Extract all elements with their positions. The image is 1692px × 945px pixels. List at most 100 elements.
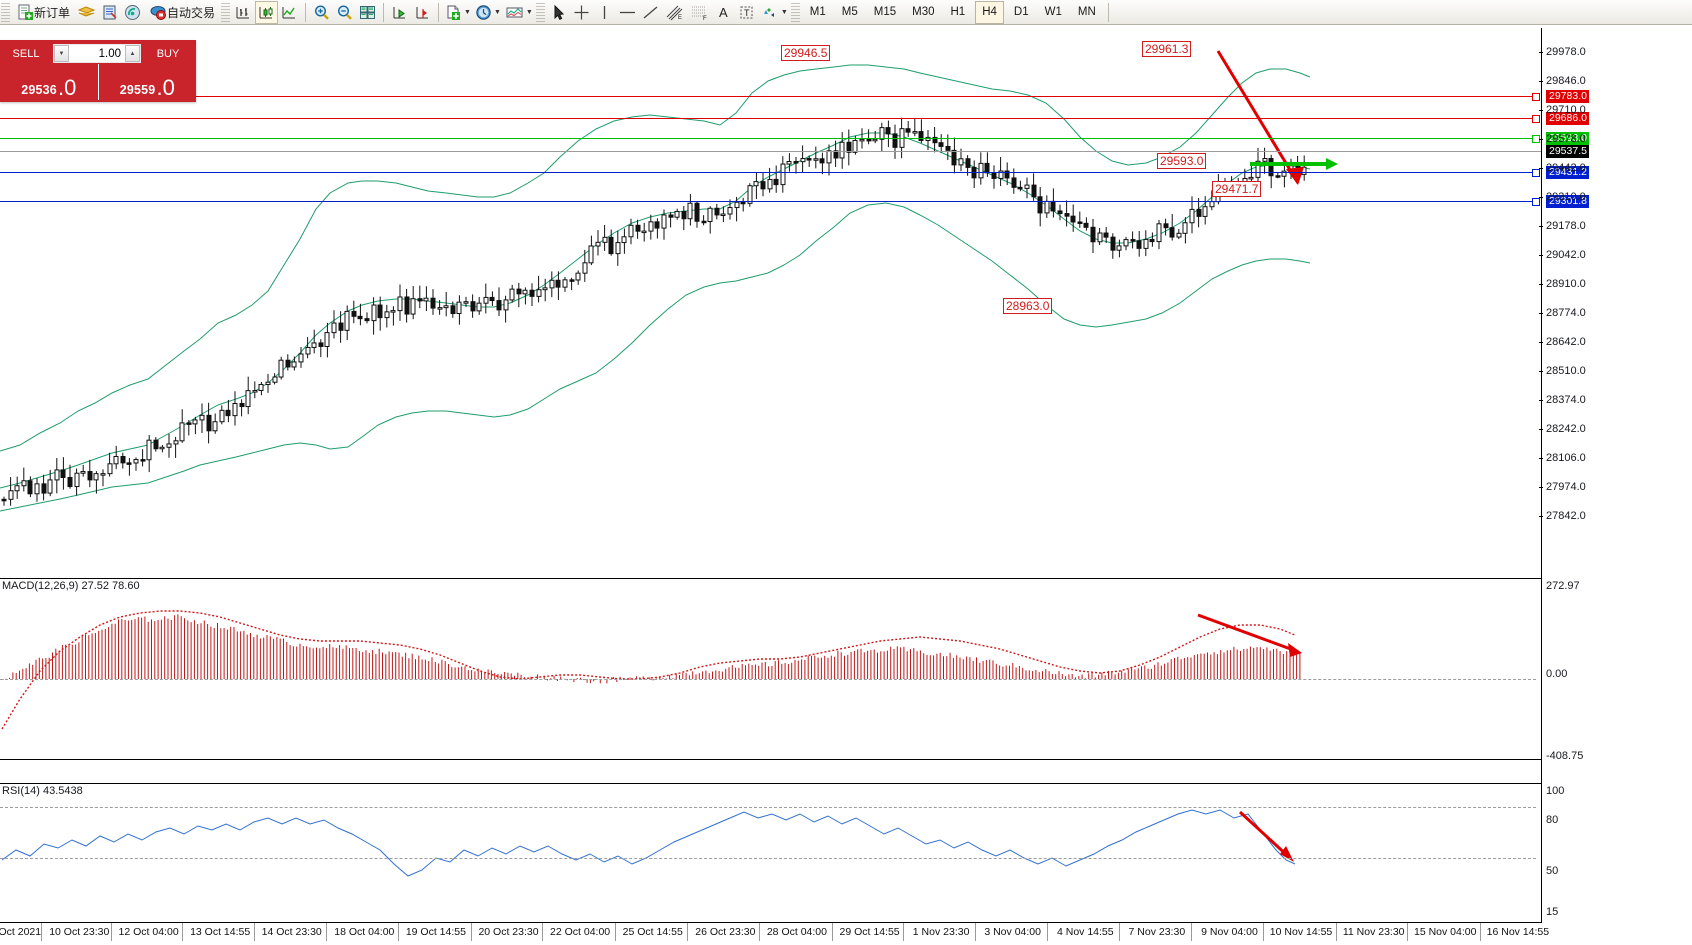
price-level-handle-29301[interactable] (1532, 198, 1540, 206)
time-axis[interactable]: Oct 2021 10 Oct 23:30 12 Oct 04:00 13 Oct 1… (0, 923, 1549, 945)
zoom-in-icon[interactable] (310, 1, 333, 24)
buy-button[interactable]: BUY (144, 44, 192, 63)
label-icon[interactable]: T (735, 1, 758, 24)
zoom-out-icon[interactable] (333, 1, 356, 24)
volume-decrement-button[interactable]: ▼ (54, 45, 69, 62)
price-scale-label: 29178.0 (1546, 220, 1586, 232)
annotation-29961[interactable]: 29961.3 (1142, 41, 1192, 57)
price-tick (1539, 516, 1543, 517)
indicators-dropdown-icon[interactable]: ▼ (464, 8, 471, 16)
timeframe-h4[interactable]: H4 (973, 0, 1006, 24)
toolbar-grip-3[interactable] (535, 2, 545, 22)
timeframe-m15[interactable]: M15 (866, 1, 904, 24)
time-tick (1479, 923, 1481, 941)
data-window-button[interactable] (75, 1, 98, 24)
time-axis-label: 25 Oct 14:55 (622, 926, 683, 938)
indicators-icon[interactable]: ▼ (443, 1, 473, 24)
time-tick (1047, 923, 1049, 941)
price-tag-29431[interactable]: 29431.2 (1546, 166, 1589, 179)
one-click-trading-panel[interactable]: SELL ▼ 1.00 ▲ BUY 29536 .0 29559 .0 (0, 40, 196, 102)
toolbar-grip-4[interactable] (790, 2, 800, 22)
price-tag-29301[interactable]: 29301.8 (1546, 195, 1589, 208)
cursor-icon[interactable] (547, 1, 570, 24)
timeframe-h1[interactable]: H1 (943, 1, 974, 24)
macd-pane[interactable]: MACD(12,26,9) 27.52 78.60 (0, 578, 1541, 760)
bar-chart-icon[interactable] (232, 1, 255, 24)
chart-shift-icon[interactable] (411, 1, 434, 24)
buy-price[interactable]: 29559 .0 (97, 64, 197, 100)
macd-scale-label: -408.75 (1546, 750, 1584, 762)
timeframe-mn[interactable]: MN (1070, 1, 1104, 24)
chart-area[interactable]: JPN225-,H4 29540.0 29550.0 29477.5 29537… (0, 28, 1692, 945)
vline-icon[interactable] (593, 1, 616, 24)
time-axis-label: 3 Nov 04:00 (984, 926, 1041, 938)
text-icon[interactable]: A (719, 4, 728, 20)
fibo-icon[interactable]: F (687, 1, 712, 24)
signal-button[interactable] (121, 1, 144, 24)
chart-tile-icon[interactable] (356, 1, 379, 24)
rsi-pane[interactable]: RSI(14) 43.5438 (0, 783, 1541, 923)
price-level-handle-29686[interactable] (1532, 115, 1540, 123)
timeframe-m5[interactable]: M5 (834, 1, 866, 24)
timeframe-d1-label: D1 (1013, 5, 1029, 18)
new-order-button[interactable]: 新订单 (12, 1, 75, 24)
toolbar-grip-2[interactable] (221, 2, 231, 22)
line-chart-icon[interactable] (278, 1, 301, 24)
price-level-line-29301[interactable] (0, 201, 1536, 202)
timeframe-m30[interactable]: M30 (904, 1, 942, 24)
trendline-icon[interactable] (639, 1, 662, 24)
hline-icon[interactable] (616, 1, 639, 24)
navigator-button[interactable] (98, 1, 121, 24)
annotation-28963[interactable]: 28963.0 (1003, 298, 1053, 314)
price-level-handle-29783[interactable] (1532, 93, 1540, 101)
templates-icon[interactable]: ▼ (503, 1, 535, 24)
timeframe-d1[interactable]: D1 (1006, 1, 1037, 24)
price-scale-label: 29310.0 (1546, 191, 1586, 203)
equidistant-channel-icon[interactable]: E (662, 1, 687, 24)
templates-dropdown-icon[interactable]: ▼ (525, 8, 533, 16)
price-level-line-29593[interactable] (0, 138, 1536, 139)
price-tag-29686[interactable]: 29686.0 (1546, 112, 1589, 125)
auto-scroll-icon[interactable] (388, 1, 411, 24)
buy-price-decimal: .0 (156, 75, 175, 100)
volume-increment-button[interactable]: ▲ (125, 45, 140, 62)
shapes-icon[interactable]: ▼ (758, 1, 790, 24)
annotation-29471[interactable]: 29471.7 (1212, 181, 1262, 197)
macd-scale-label: 0.00 (1546, 668, 1568, 680)
order-controls-row: SELL ▼ 1.00 ▲ BUY (0, 40, 196, 64)
price-level-handle-29431[interactable] (1532, 169, 1540, 177)
price-tick (1539, 52, 1543, 53)
auto-trading-button[interactable]: 自动交易 (144, 1, 220, 24)
timeframe-m30-label: M30 (912, 5, 935, 18)
price-tag-29783[interactable]: 29783.0 (1546, 90, 1589, 103)
annotation-29593[interactable]: 29593.0 (1157, 153, 1207, 169)
periods-icon[interactable]: ▼ (473, 1, 503, 24)
price-tick (1539, 429, 1543, 430)
crosshair-icon[interactable] (570, 1, 593, 24)
rsi-scale-label: 50 (1546, 865, 1559, 877)
price-scale-label: 29710.0 (1546, 104, 1586, 116)
volume-value[interactable]: 1.00 (98, 47, 121, 60)
rsi-chart-svg (1, 809, 1296, 877)
timeframe-w1[interactable]: W1 (1037, 1, 1070, 24)
sell-button[interactable]: SELL (2, 44, 50, 63)
timeframe-m1[interactable]: M1 (802, 1, 834, 24)
price-tag-29593[interactable]: 29593.0 (1546, 132, 1589, 145)
time-tick (470, 923, 472, 941)
price-pane[interactable]: 29946.5 29961.3 29593.0 29471.7 28963.0 (0, 33, 1541, 516)
toolbar-grip[interactable] (1, 2, 10, 22)
price-tick (1539, 226, 1543, 227)
shapes-dropdown-icon[interactable]: ▼ (780, 8, 788, 16)
periods-dropdown-icon[interactable]: ▼ (493, 8, 501, 16)
annotation-29946[interactable]: 29946.5 (781, 45, 831, 61)
price-level-line-29431[interactable] (0, 172, 1536, 173)
time-axis-label: 28 Oct 04:00 (766, 926, 827, 938)
candlestick-icon[interactable] (255, 0, 279, 24)
sell-price[interactable]: 29536 .0 (0, 64, 98, 100)
price-level-line-29783[interactable] (0, 96, 1536, 97)
price-scale-label: 27974.0 (1546, 481, 1586, 493)
price-level-line-29686[interactable] (0, 118, 1536, 119)
price-tick (1539, 197, 1543, 198)
volume-field[interactable]: ▼ 1.00 ▲ (53, 44, 141, 63)
